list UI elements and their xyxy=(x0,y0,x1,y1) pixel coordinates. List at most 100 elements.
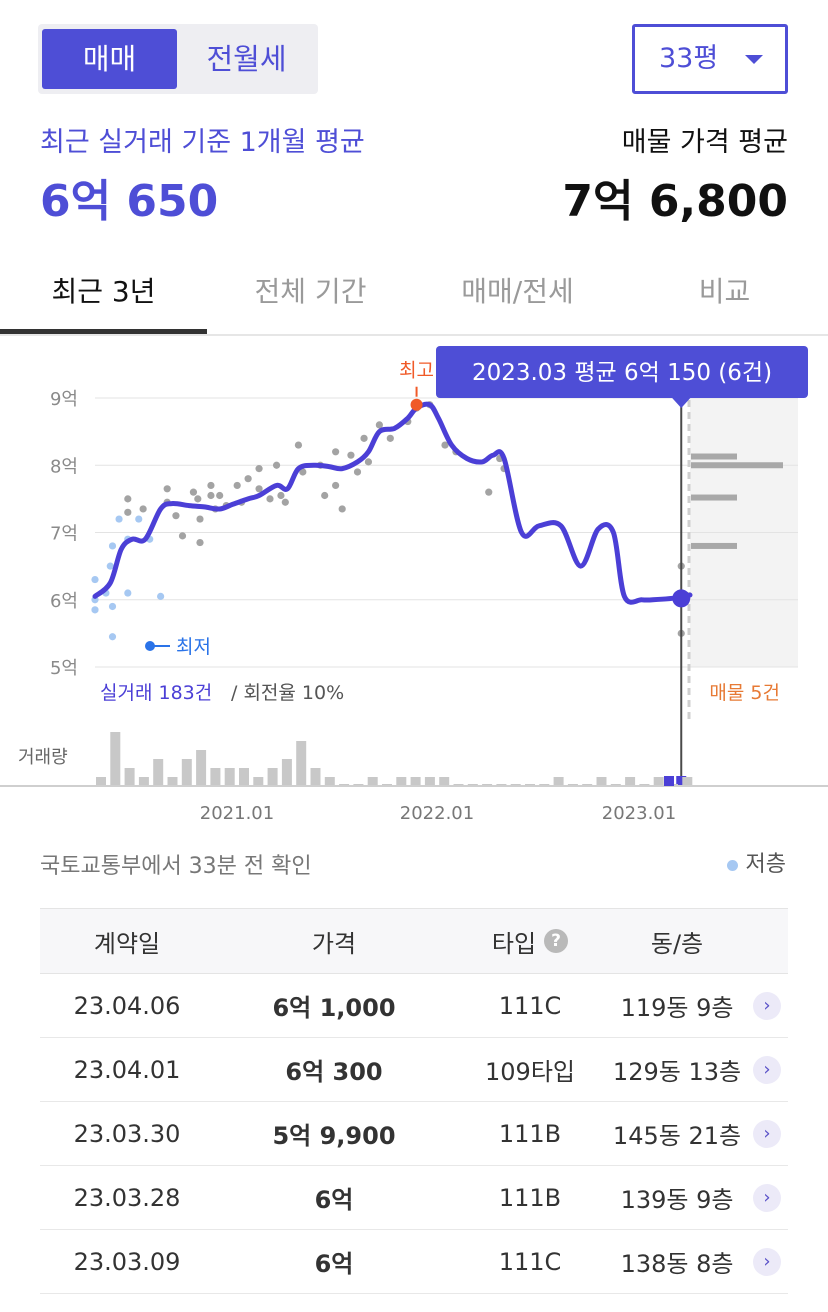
row-price: 5억 9,900 xyxy=(272,1122,396,1150)
deal-type-sale-button[interactable]: 매매 xyxy=(42,29,177,89)
trade-point xyxy=(139,505,147,513)
tab-compare[interactable]: 비교 xyxy=(698,275,751,308)
peak-marker xyxy=(410,398,423,411)
x-tick-label: 2022.01 xyxy=(400,803,474,824)
trade-point xyxy=(375,421,383,429)
trade-point xyxy=(244,475,252,483)
row-unit: 129동 13층 xyxy=(612,1058,742,1086)
size-dropdown-value: 33평 xyxy=(659,43,719,74)
row-price: 6억 300 xyxy=(285,1058,383,1086)
trade-point xyxy=(135,515,143,523)
trade-point xyxy=(196,538,204,547)
trade-point xyxy=(485,488,493,496)
volume-bar xyxy=(181,759,192,786)
volume-bar xyxy=(138,777,149,786)
row-date: 23.03.09 xyxy=(73,1247,181,1276)
trade-point xyxy=(294,441,303,449)
chevron-right-icon[interactable]: › xyxy=(753,1120,781,1148)
chevron-right-icon[interactable]: › xyxy=(753,1184,781,1212)
volume-bar xyxy=(324,777,335,786)
x-tick-label: 2023.01 xyxy=(602,803,676,824)
row-type: 109타입 xyxy=(485,1058,575,1086)
y-tick-label: 6억 xyxy=(50,591,78,612)
transactions-table: 계약일 가격 타입? 동/층 23.04.06 6억 1,000 111C 11… xyxy=(40,908,788,1294)
listing-bar xyxy=(691,453,737,460)
low-label: 최저 xyxy=(176,636,211,658)
row-unit: 138동 8층 xyxy=(620,1250,734,1278)
tab-sale-jeonse[interactable]: 매매/전세 xyxy=(461,275,574,308)
row-type: 111C xyxy=(498,991,562,1020)
trade-point xyxy=(347,451,355,459)
selected-point xyxy=(672,589,691,608)
table-row[interactable]: 23.04.06 6억 1,000 111C 119동 9층 › xyxy=(40,974,788,1038)
volume-bar xyxy=(153,759,164,786)
tooltip-box xyxy=(436,346,808,398)
trade-point xyxy=(364,458,373,466)
row-unit: 145동 21층 xyxy=(612,1122,742,1150)
help-icon[interactable]: ? xyxy=(544,929,569,953)
chevron-right-icon[interactable]: › xyxy=(753,1248,781,1276)
table-row[interactable]: 23.04.01 6억 300 109타입 129동 13층 › xyxy=(40,1038,788,1102)
trade-point xyxy=(124,589,132,597)
trade-point xyxy=(277,491,285,500)
table-row[interactable]: 23.03.28 6억 111B 139동 9층 › xyxy=(40,1166,788,1230)
low-floor-dot-icon xyxy=(726,859,738,871)
trade-point xyxy=(338,505,346,513)
row-unit: 139동 9층 xyxy=(620,1186,734,1214)
trade-point xyxy=(207,481,215,490)
table-row[interactable]: 23.03.30 5억 9,900 111B 145동 21층 › xyxy=(40,1102,788,1166)
data-source-text: 국토교통부에서 33분 전 확인 xyxy=(40,854,312,879)
tab-all-period[interactable]: 전체 기간 xyxy=(254,275,367,308)
tab-recent-3-years[interactable]: 최근 3년 xyxy=(51,275,156,308)
trade-point xyxy=(106,562,114,570)
row-price: 6억 xyxy=(314,1186,354,1214)
table-header: 계약일 가격 타입? 동/층 xyxy=(40,908,788,974)
volume-bar xyxy=(196,750,207,786)
volume-bar xyxy=(167,777,178,786)
trade-point xyxy=(91,575,99,584)
chevron-right-icon[interactable]: › xyxy=(753,992,781,1020)
turnover-label: / 회전율 10% xyxy=(231,682,344,704)
header-unit: 동/층 xyxy=(650,929,704,958)
trade-point xyxy=(196,515,204,523)
trade-point xyxy=(207,491,215,500)
table-row[interactable]: 23.03.09 6억 111C 138동 8층 › xyxy=(40,1230,788,1294)
row-date: 23.03.30 xyxy=(73,1119,181,1148)
volume-bar xyxy=(267,768,278,786)
deal-type-rent-button[interactable]: 전월세 xyxy=(206,42,287,76)
volume-bar xyxy=(281,759,292,786)
header-type-label: 타입 xyxy=(491,929,537,958)
trade-point xyxy=(233,481,241,490)
row-date: 23.04.01 xyxy=(73,1055,181,1084)
row-date: 23.04.06 xyxy=(73,991,181,1020)
trade-point xyxy=(441,441,449,449)
trade-point xyxy=(321,491,329,500)
listing-bar xyxy=(691,542,737,549)
row-type: 111B xyxy=(498,1119,562,1148)
trade-point xyxy=(108,633,117,641)
trade-point xyxy=(266,495,274,503)
trade-point xyxy=(216,491,224,500)
recent-average-value: 6억 650 xyxy=(40,176,219,227)
listing-bar xyxy=(691,462,783,469)
trade-point xyxy=(108,542,117,550)
volume-bar xyxy=(110,732,121,786)
peak-label: 최고 xyxy=(399,360,434,382)
trade-point xyxy=(353,468,362,476)
volume-bar xyxy=(553,777,564,786)
trade-point xyxy=(272,461,281,469)
low-floor-legend-label: 저층 xyxy=(745,852,786,877)
volume-bar xyxy=(625,777,636,786)
chevron-right-icon[interactable]: › xyxy=(753,1056,781,1084)
trade-point xyxy=(189,488,198,496)
trade-point xyxy=(163,485,171,493)
size-dropdown[interactable]: 33평 xyxy=(632,24,788,94)
trade-point xyxy=(124,508,132,516)
volume-bar xyxy=(682,777,693,786)
volume-bar xyxy=(596,777,607,786)
y-tick-label: 5억 xyxy=(50,658,78,679)
row-type: 111C xyxy=(498,1247,562,1276)
volume-bar xyxy=(124,768,135,786)
volume-bar xyxy=(253,777,264,786)
